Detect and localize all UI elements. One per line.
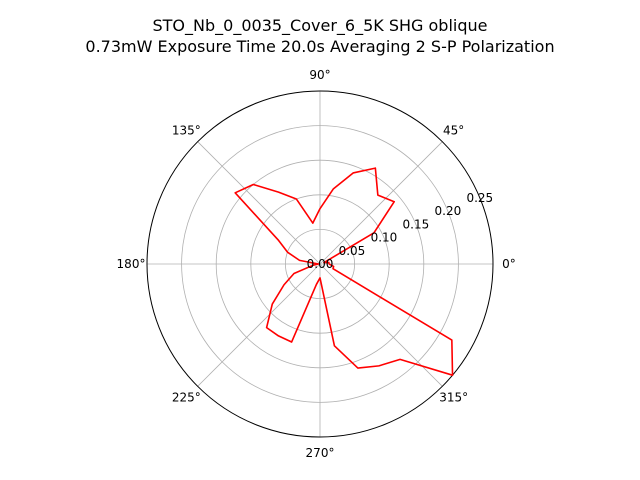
radial-tick-label: 0.05 (339, 244, 366, 258)
radial-gridline (284, 228, 355, 299)
radial-gridline (250, 194, 390, 334)
angle-gridline-225 (197, 263, 321, 387)
angle-tick-label: 0° (502, 257, 516, 271)
angle-tick-label: 270° (306, 446, 335, 460)
angle-gridline-135 (197, 141, 321, 265)
angle-gridline-45 (319, 141, 443, 265)
series-line-0 (234, 167, 454, 377)
angle-tick-label: 315° (439, 391, 468, 405)
angle-tick-label: 45° (443, 123, 464, 137)
angle-tick-label: 180° (117, 257, 146, 271)
radial-tick-label: 0.20 (435, 204, 462, 218)
chart-title-line1: STO_Nb_0_0035_Cover_6_5K SHG oblique (153, 16, 488, 36)
radial-tick-label: 0.15 (403, 217, 430, 231)
tick-labels: 0° 45° 90° 135° 180° 225° 270° 315° 0.00 0.05 0.10… (117, 68, 516, 460)
angle-gridline-315 (319, 263, 443, 387)
angle-tick-label: 90° (309, 68, 330, 82)
polar-frame (146, 90, 494, 438)
radial-gridline (181, 125, 459, 403)
chart-title-line2: 0.73mW Exposure Time 20.0s Averaging 2 S… (85, 37, 554, 56)
polar-grid (146, 90, 494, 438)
radial-tick-label: 0.00 (307, 257, 334, 271)
radial-gridline (215, 159, 425, 369)
radial-tick-label: 0.10 (371, 231, 398, 245)
radial-tick-label: 0.25 (466, 191, 493, 205)
angle-tick-label: 135° (172, 123, 201, 137)
angle-tick-label: 225° (172, 391, 201, 405)
series-layer (234, 167, 454, 377)
